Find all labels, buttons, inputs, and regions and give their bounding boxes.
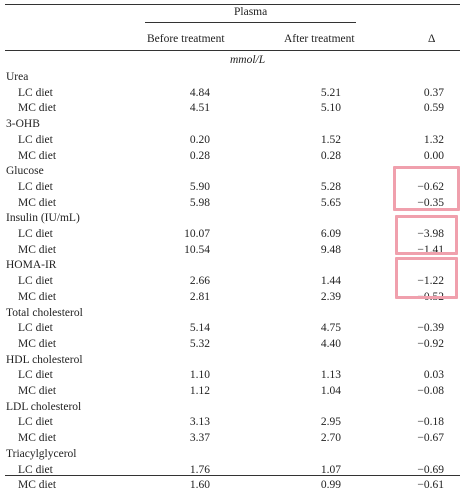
row-label: LC diet [18, 322, 53, 335]
highlight-box-glucose [393, 166, 460, 211]
cell-delta: −0.35 [417, 196, 444, 209]
row-label: LC diet [18, 228, 53, 240]
cell-after: 9.48 [320, 243, 341, 256]
cell-after: 1.13 [320, 369, 341, 382]
cell-delta: −0.18 [417, 416, 444, 429]
row-label: MC diet [18, 432, 57, 445]
highlight-box-homa [395, 257, 458, 299]
group-label: HDL cholesterol [6, 353, 83, 366]
cell-delta: −0.39 [417, 322, 444, 335]
row-label: LC diet [18, 86, 53, 99]
cell-before: 5.32 [189, 337, 210, 350]
group-label: Urea [6, 71, 29, 83]
row-label: LC diet [18, 369, 53, 382]
cell-after: 1.44 [320, 275, 341, 288]
cell-after: 1.04 [320, 385, 341, 397]
cell-after: 2.95 [320, 416, 341, 429]
header-rule [5, 50, 460, 51]
bottom-rule [5, 475, 460, 476]
cell-before: 4.51 [189, 102, 210, 115]
cell-after: 5.21 [320, 86, 341, 99]
cell-before: 3.13 [189, 416, 210, 429]
cell-after: 5.28 [320, 180, 341, 193]
group-label: Triacylglycerol [6, 447, 77, 460]
group-label: LDL cholesterol [6, 400, 82, 413]
row-label: LC diet [18, 463, 53, 476]
col-header-after: After treatment [284, 33, 355, 45]
cell-before: 1.60 [189, 479, 210, 492]
row-label: LC diet [18, 180, 53, 193]
group-label: Total cholesterol [6, 306, 83, 319]
cell-before: 1.76 [189, 463, 210, 476]
cell-before: 10.07 [184, 228, 210, 240]
col-header-before: Before treatment [147, 33, 225, 45]
row-label: LC diet [18, 275, 53, 288]
cell-after: 0.99 [320, 479, 341, 492]
cell-delta: −0.62 [417, 180, 444, 193]
group-label: Insulin (IU/mL) [6, 212, 80, 225]
cell-before: 10.54 [184, 243, 210, 256]
row-label: MC diet [18, 337, 57, 350]
cell-delta: −0.08 [417, 385, 444, 397]
cell-after: 4.75 [320, 322, 341, 335]
group-label: Glucose [6, 165, 44, 178]
cell-after: 2.39 [320, 290, 341, 303]
cell-before: 0.20 [189, 133, 210, 146]
cell-delta: −0.69 [417, 463, 444, 476]
cell-delta: −0.92 [417, 337, 444, 350]
plasma-underline [145, 22, 356, 23]
cell-delta: 1.32 [423, 133, 444, 146]
row-label: LC diet [18, 416, 53, 429]
cell-after: 5.10 [320, 102, 341, 115]
row-label: MC diet [18, 290, 57, 303]
cell-after: 2.70 [320, 432, 341, 445]
row-label: LC diet [18, 133, 53, 146]
cell-before: 5.98 [189, 196, 210, 209]
group-label: 3-OHB [6, 118, 40, 131]
row-label: MC diet [18, 479, 57, 492]
cell-before: 1.12 [189, 385, 210, 397]
cell-after: 1.52 [320, 133, 341, 146]
cell-before: 0.28 [189, 149, 210, 162]
cell-after: 0.28 [320, 149, 341, 162]
cell-before: 5.90 [189, 180, 210, 193]
cell-delta: −1.22 [417, 275, 444, 288]
cell-delta: 0.03 [423, 369, 444, 382]
cell-delta: 0.00 [423, 149, 444, 162]
cell-delta: 0.37 [423, 86, 444, 99]
cell-delta: −0.61 [417, 479, 444, 492]
cell-delta: 0.59 [423, 102, 444, 115]
cell-before: 2.81 [189, 290, 210, 303]
cell-after: 4.40 [320, 337, 341, 350]
cell-before: 1.10 [189, 369, 210, 382]
row-label: MC diet [18, 149, 57, 162]
col-header-delta: Δ [428, 33, 436, 45]
row-label: MC diet [18, 243, 57, 256]
cell-after: 1.07 [320, 463, 341, 476]
cell-after: 6.09 [320, 228, 341, 240]
cell-before: 3.37 [189, 432, 210, 445]
cell-delta: −3.98 [417, 228, 444, 240]
plasma-header: Plasma [234, 6, 268, 18]
cell-after: 5.65 [320, 196, 341, 209]
cell-before: 5.14 [189, 322, 210, 335]
cell-before: 2.66 [189, 275, 210, 288]
table-page: { "header": { "group_label": "Plasma", "… [5, 4, 460, 492]
row-label: MC diet [18, 102, 57, 115]
cell-delta: −0.67 [417, 432, 444, 445]
row-label: MC diet [18, 385, 57, 397]
group-label: HOMA-IR [6, 259, 57, 272]
highlight-box-insulin [395, 215, 458, 255]
cell-before: 4.84 [189, 86, 210, 99]
unit-label: mmol/L [230, 54, 266, 66]
row-label: MC diet [18, 196, 57, 209]
top-rule [5, 4, 460, 5]
